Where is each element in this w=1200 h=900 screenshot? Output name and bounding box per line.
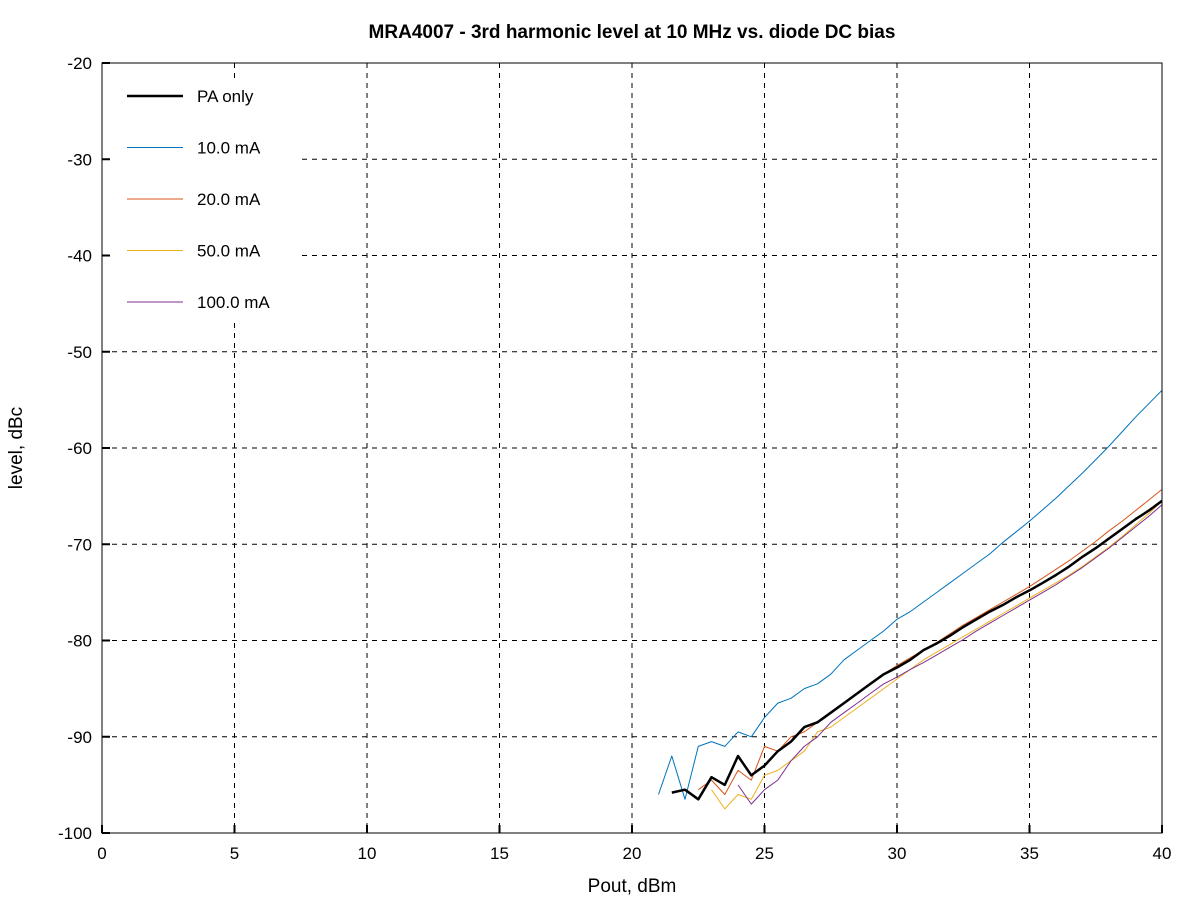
- y-tick-label: -20: [67, 54, 92, 73]
- legend-label: PA only: [197, 87, 254, 106]
- grid: [102, 63, 1162, 833]
- series-group: [658, 389, 1163, 810]
- y-tick-label: -80: [67, 632, 92, 651]
- x-tick-label: 40: [1153, 844, 1172, 863]
- x-tick-label: 0: [97, 844, 106, 863]
- legend-label: 10.0 mA: [197, 139, 261, 158]
- y-tick-label: -90: [67, 728, 92, 747]
- y-tick-label: -50: [67, 343, 92, 362]
- y-tick-label: -100: [58, 824, 92, 843]
- x-tick-label: 10: [358, 844, 377, 863]
- legend-label: 20.0 mA: [197, 190, 261, 209]
- series-line-10-0-ma: [658, 389, 1163, 800]
- x-tick-label: 5: [230, 844, 239, 863]
- x-tick-label: 25: [755, 844, 774, 863]
- x-tick-label: 30: [888, 844, 907, 863]
- x-axis-label: Pout, dBm: [588, 876, 677, 897]
- y-tick-label: -60: [67, 439, 92, 458]
- y-tick-label: -70: [67, 535, 92, 554]
- chart-title: MRA4007 - 3rd harmonic level at 10 MHz v…: [369, 22, 896, 43]
- y-tick-label: -30: [67, 150, 92, 169]
- series-line-50-0-ma: [711, 500, 1163, 810]
- x-tick-label: 20: [623, 844, 642, 863]
- x-tick-label: 15: [490, 844, 509, 863]
- series-line-20-0-ma: [698, 489, 1163, 795]
- series-line-pa-only: [671, 499, 1163, 801]
- x-tick-label: 35: [1020, 844, 1039, 863]
- y-tick-label: -40: [67, 247, 92, 266]
- y-axis-label: level, dBc: [6, 407, 27, 489]
- ticks: 0 5 10 15 20 25 30 35 40 -20 -30 -40 -50 -60 -70 -80 -90…: [58, 54, 1171, 863]
- legend-label: 50.0 mA: [197, 242, 261, 261]
- legend: PA only 10.0 mA 20.0 mA 50.0 mA 100.0 mA: [127, 87, 270, 312]
- legend-label: 100.0 mA: [197, 293, 270, 312]
- legend-box: [108, 78, 298, 318]
- series-line-100-0-ma: [737, 504, 1163, 805]
